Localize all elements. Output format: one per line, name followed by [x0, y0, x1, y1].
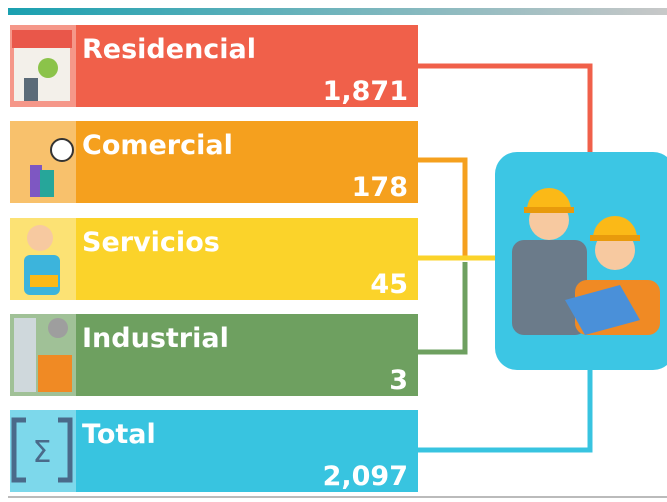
icon-shape [50, 138, 74, 162]
row-bar [10, 25, 418, 107]
icon-shape [38, 355, 72, 392]
category-row: Industrial 3 [10, 314, 418, 396]
category-row: Σ Total 2,097 [10, 410, 418, 492]
icon-shape [27, 225, 53, 251]
icon-shape [11, 417, 73, 483]
row-label: Industrial [82, 323, 229, 354]
bottom-rule [8, 496, 667, 498]
workers-icon [512, 188, 660, 335]
connectors [418, 63, 593, 453]
row-label: Residencial [82, 34, 256, 65]
row-bar [10, 218, 418, 300]
row-label: Servicios [82, 227, 220, 258]
icon-shape [40, 170, 54, 197]
row-value: 2,097 [323, 461, 408, 492]
top-rule [8, 8, 667, 15]
row-bar [10, 314, 418, 396]
category-row: Residencial 1,871 [10, 25, 418, 107]
row-label: Comercial [82, 130, 233, 161]
category-row: Servicios 45 [10, 218, 418, 300]
row-value: 3 [389, 365, 408, 396]
row-bar [10, 410, 418, 492]
icon-shape [30, 275, 58, 287]
row-bar [10, 121, 418, 203]
icon-shape: Σ [33, 435, 52, 470]
row-value: 178 [352, 172, 408, 203]
category-row: Comercial 178 [10, 121, 418, 203]
icon-shape [48, 318, 68, 338]
row-value: 45 [370, 269, 408, 300]
row-label: Total [82, 419, 156, 450]
row-value: 1,871 [323, 76, 408, 107]
icon-shape [30, 165, 42, 197]
icon-shape [24, 78, 38, 101]
icon-shape [12, 30, 72, 48]
icon-shape [14, 318, 36, 392]
icon-shape [38, 58, 58, 78]
